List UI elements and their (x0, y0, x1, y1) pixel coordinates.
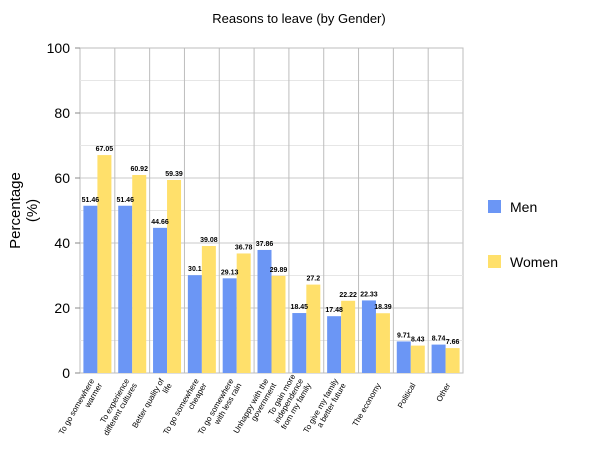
bar-men (187, 275, 202, 373)
data-labels: 51.46 67.05 51.46 60.92 44.66 59.39 30.1 39.08 2… (82, 146, 460, 346)
y-tick-label: 0 (62, 365, 70, 381)
y-axis-ticks: 0 20 40 60 80 100 (47, 40, 80, 381)
data-label: 39.08 (200, 237, 218, 244)
bar-women (445, 348, 460, 373)
data-label: 22.33 (360, 291, 378, 298)
data-label: 36.78 (235, 244, 253, 251)
bar-men (153, 227, 168, 373)
bar-women (167, 179, 182, 373)
bar-men (361, 300, 376, 373)
bar-men (222, 278, 237, 373)
data-label: 22.22 (339, 292, 357, 299)
x-tick-label: Other (435, 381, 453, 403)
chart-title: Reasons to leave (by Gender) (212, 11, 385, 26)
y-tick-label: 20 (54, 300, 70, 316)
data-label: 18.39 (374, 304, 392, 311)
data-label: 59.39 (165, 171, 183, 178)
data-label: 44.66 (151, 219, 169, 226)
data-label: 29.89 (270, 267, 288, 274)
bar-men (83, 205, 98, 373)
data-label: 8.74 (432, 336, 446, 343)
data-label: 8.43 (411, 337, 425, 344)
y-tick-label: 80 (54, 105, 70, 121)
data-label: 51.46 (116, 197, 134, 204)
data-label: 60.92 (130, 166, 148, 173)
bar-women (306, 284, 321, 373)
bar-women (271, 275, 286, 373)
bar-men (257, 249, 272, 373)
bars (83, 155, 460, 373)
data-label: 67.05 (96, 146, 114, 153)
data-label: 9.71 (397, 332, 411, 339)
bar-men (396, 341, 411, 373)
legend-swatch-women (488, 255, 501, 268)
data-label: 37.86 (256, 241, 274, 248)
data-label: 7.66 (446, 339, 460, 346)
bar-women (97, 155, 112, 373)
x-tick-label: The economy (351, 382, 383, 428)
bar-women (410, 345, 425, 373)
bar-men (431, 344, 446, 373)
y-tick-label: 100 (47, 40, 71, 56)
x-tick-label-line: The economy (351, 382, 383, 428)
bar-women (341, 300, 356, 373)
bar-men (327, 316, 342, 373)
bar-women (375, 313, 390, 373)
x-tick-label-line: Political (396, 381, 418, 410)
legend: Men Women (488, 199, 558, 270)
bar-women (236, 253, 251, 373)
y-axis-title-line: (%) (24, 199, 41, 222)
data-label: 18.45 (291, 304, 309, 311)
legend-swatch-men (488, 200, 501, 213)
x-tick-label: To go somewherewarmer (57, 377, 104, 441)
legend-label-men: Men (510, 199, 537, 215)
x-tick-label: Political (396, 381, 418, 410)
bar-women (132, 175, 147, 373)
data-label: 29.13 (221, 269, 239, 276)
data-label: 51.46 (82, 197, 100, 204)
y-tick-label: 40 (54, 235, 70, 251)
x-tick-label-line: Other (435, 381, 453, 403)
bar-men (292, 313, 307, 373)
y-tick-label: 60 (54, 170, 70, 186)
bar-men (118, 205, 133, 373)
bar-women (201, 245, 216, 373)
data-label: 17.48 (325, 307, 343, 314)
data-label: 27.2 (307, 276, 321, 283)
data-label: 30.1 (188, 266, 202, 273)
y-axis-label: Percentage(%) (7, 172, 41, 249)
legend-label-women: Women (510, 254, 558, 270)
y-axis-title-line: Percentage (7, 172, 24, 249)
y-axis-title: Percentage(%) (7, 172, 41, 249)
